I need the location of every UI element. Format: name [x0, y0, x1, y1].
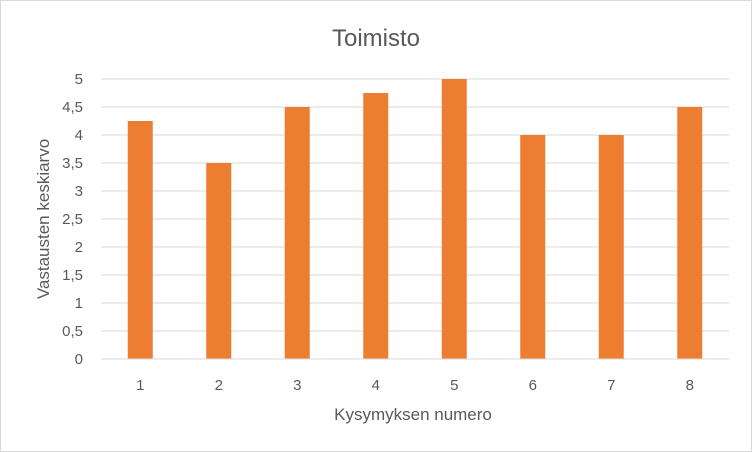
gridlines — [101, 78, 729, 332]
y-tick-label: 4,5 — [62, 99, 83, 116]
bar-8 — [677, 107, 703, 359]
y-tick-label: 0 — [75, 351, 83, 368]
x-tick-label: 3 — [293, 377, 301, 394]
x-tick-label: 8 — [686, 377, 694, 394]
x-axis-ticks: 1 2 3 4 5 6 7 8 — [136, 377, 694, 394]
x-tick-label: 7 — [607, 377, 615, 394]
bars — [127, 79, 703, 359]
y-tick-label: 3 — [75, 183, 83, 200]
x-tick-label: 1 — [136, 377, 144, 394]
bar-7 — [598, 135, 624, 359]
bar-2 — [206, 163, 232, 359]
y-tick-label: 0,5 — [62, 323, 83, 340]
bar-6 — [520, 135, 546, 359]
x-tick-label: 6 — [529, 377, 537, 394]
y-axis-label: Vastausten keskiarvo — [34, 139, 53, 299]
x-tick-label: 4 — [372, 377, 380, 394]
bar-3 — [284, 107, 310, 359]
x-axis-label: Kysymyksen numero — [334, 405, 492, 424]
y-tick-label: 4 — [75, 127, 83, 144]
bar-1 — [127, 121, 153, 359]
y-tick-label: 3,5 — [62, 155, 83, 172]
y-axis-ticks: 0 0,5 1 1,5 2 2,5 3 3,5 4 4,5 5 — [62, 71, 83, 368]
x-tick-label: 5 — [450, 377, 458, 394]
x-tick-label: 2 — [215, 377, 223, 394]
y-tick-label: 2,5 — [62, 211, 83, 228]
y-tick-label: 1 — [75, 295, 83, 312]
y-tick-label: 5 — [75, 71, 83, 88]
chart-title: Toimisto — [332, 25, 420, 52]
bar-4 — [363, 93, 389, 359]
y-tick-label: 2 — [75, 239, 83, 256]
y-tick-label: 1,5 — [62, 267, 83, 284]
bar-5 — [441, 79, 467, 359]
